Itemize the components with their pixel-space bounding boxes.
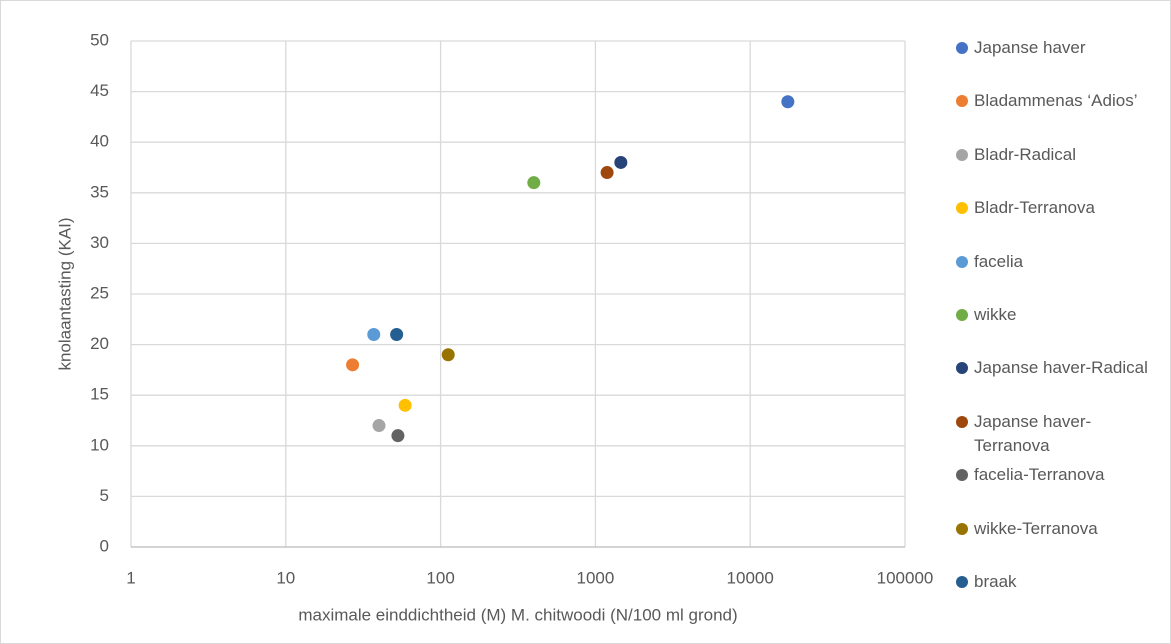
x-axis-label: maximale einddichtheid (M) M. chitwoodi … (298, 605, 737, 624)
point (390, 327, 404, 341)
y-tick-label: 15 (90, 385, 109, 404)
point (367, 327, 381, 341)
point (372, 419, 386, 433)
legend-label: Bladr-Terranova (974, 198, 1095, 218)
x-tick-label: 1000 (576, 568, 614, 587)
y-tick-label: 25 (90, 283, 109, 302)
y-tick-label: 0 (100, 536, 109, 555)
legend-marker (956, 415, 968, 428)
legend-label: facelia-Terranova (974, 465, 1105, 485)
y-tick-label: 5 (100, 486, 109, 505)
legend-item: wikke (956, 303, 1161, 327)
x-tick-label: 10000 (727, 568, 774, 587)
legend-marker (956, 148, 968, 161)
point (781, 95, 795, 109)
x-tick-label: 10 (276, 568, 295, 587)
legend-marker (956, 522, 968, 535)
point (346, 358, 360, 372)
point (391, 429, 405, 443)
legend-label: Japanse haver (974, 38, 1086, 57)
y-tick-label: 10 (90, 435, 109, 454)
legend-item: Bladr-Terranova (956, 196, 1161, 220)
legend-item: Bladammenas ‘Adios’ (956, 89, 1161, 113)
legend-marker (956, 309, 968, 321)
legend-label: braak (974, 572, 1017, 591)
legend-item: facelia (956, 250, 1161, 274)
legend-label: facelia (974, 251, 1024, 271)
legend-marker (956, 42, 968, 54)
legend-item: Japanse haver (956, 36, 1161, 60)
y-tick-label: 40 (90, 132, 109, 151)
point (441, 348, 455, 362)
legend-item: Japanse haver-Terranova (956, 410, 1161, 458)
legend-marker (956, 362, 968, 375)
y-tick-label: 50 (90, 30, 109, 49)
point (614, 155, 628, 169)
legend-item: Japanse haver-Radical (956, 356, 1161, 380)
legend-label: Japanse haver-Radical (974, 358, 1148, 378)
legend-item: Bladr-Radical (956, 143, 1161, 167)
legend-marker (956, 469, 968, 482)
legend-label: wikke (974, 305, 1017, 324)
legend-item: braak (956, 570, 1161, 594)
legend-marker (956, 255, 968, 268)
y-tick-label: 30 (90, 233, 109, 252)
point (398, 398, 412, 412)
point (600, 166, 614, 180)
legend-item: wikke-Terranova (956, 517, 1161, 541)
y-tick-label: 45 (90, 81, 109, 100)
legend-marker (956, 95, 968, 108)
x-tick-label: 100000 (877, 568, 934, 587)
y-tick-label: 35 (90, 182, 109, 201)
legend-label: Bladr-Radical (974, 144, 1077, 164)
legend-label: Japanse haver-Terranova (974, 411, 1092, 455)
point (527, 176, 541, 190)
y-tick-label: 20 (90, 334, 109, 353)
x-tick-label: 1 (126, 568, 135, 587)
legend-label: Bladammenas ‘Adios’ (974, 91, 1138, 111)
legend-item: facelia-Terranova (956, 463, 1161, 487)
legend-label: wikke-Terranova (974, 518, 1098, 538)
legend-marker (956, 576, 968, 588)
legend-marker (956, 202, 968, 215)
y-axis-label: knolaantasting (KAI) (55, 217, 74, 370)
x-tick-label: 100 (426, 568, 454, 587)
